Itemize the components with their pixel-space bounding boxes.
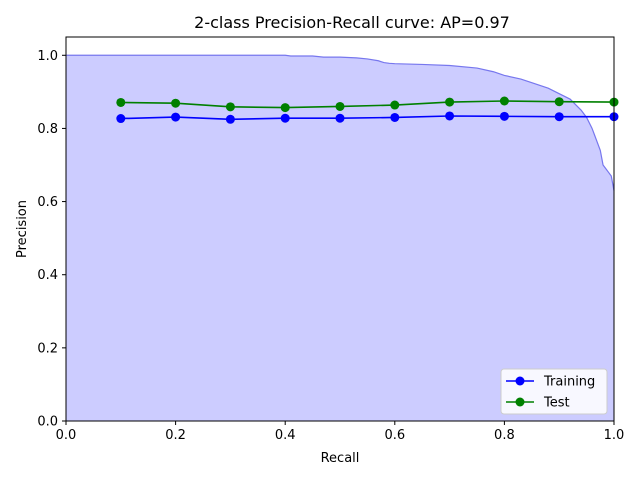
y-tick-label: 0.2: [37, 341, 58, 356]
y-axis-label: Precision: [15, 200, 30, 258]
x-tick-label: 0.0: [56, 428, 77, 443]
data-point-training: [390, 112, 400, 122]
pr-area-fill: [66, 55, 614, 422]
data-point-test: [171, 98, 181, 108]
data-point-test: [280, 103, 290, 113]
x-tick-label: 0.2: [165, 428, 186, 443]
data-point-training: [280, 113, 290, 123]
pr-curve-edge: [66, 54, 615, 191]
data-point-training: [335, 113, 345, 123]
data-point-training: [116, 114, 126, 124]
x-axis: 0.0 0.2 0.4 0.6 0.8 1.0: [56, 421, 625, 443]
data-point-test: [499, 96, 509, 106]
x-axis-label: Recall: [321, 451, 360, 466]
data-point-test: [390, 100, 400, 110]
data-point-test: [445, 97, 455, 107]
data-point-training: [171, 112, 181, 122]
x-tick-label: 1.0: [604, 428, 625, 443]
y-axis: 0.0 0.2 0.4 0.6 0.8 1.0: [37, 49, 66, 430]
legend-label-test: Test: [543, 396, 570, 411]
data-point-training: [225, 114, 235, 124]
data-point-test: [116, 97, 126, 107]
x-tick-label: 0.6: [384, 428, 405, 443]
y-tick-label: 0.4: [37, 268, 58, 283]
data-point-training: [499, 111, 509, 121]
data-point-training: [554, 112, 564, 122]
series-line-training: [120, 115, 614, 121]
y-tick-label: 1.0: [37, 49, 58, 64]
plot-area: [66, 54, 619, 422]
y-tick-label: 0.8: [37, 122, 58, 137]
y-tick-label: 0.6: [37, 195, 58, 210]
data-point-test: [225, 102, 235, 112]
data-point-test: [554, 97, 564, 107]
series-line-test: [120, 100, 615, 109]
data-point-test: [335, 101, 345, 111]
legend: Training Test: [500, 368, 608, 415]
x-tick-label: 0.4: [275, 428, 296, 443]
legend-marker-training: [515, 376, 525, 386]
chart-title: 2-class Precision-Recall curve: AP=0.97: [194, 13, 510, 32]
legend-marker-test: [515, 397, 525, 407]
x-tick-label: 0.8: [494, 428, 515, 443]
data-point-training: [445, 111, 455, 121]
legend-label-training: Training: [543, 375, 595, 390]
y-tick-label: 0.0: [37, 415, 58, 430]
plot-frame: [65, 36, 615, 422]
